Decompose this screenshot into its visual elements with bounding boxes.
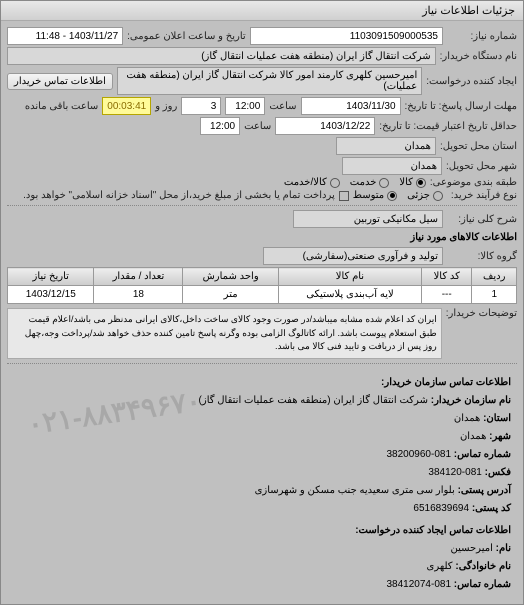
form-section: شماره نیاز: 1103091509000535 تاریخ و ساع… xyxy=(1,21,523,604)
general-label: شرح کلی نیاز: xyxy=(447,214,517,225)
col-name: نام کالا xyxy=(278,268,421,286)
cell-date: 1403/12/15 xyxy=(8,286,94,304)
cell-code: --- xyxy=(422,286,472,304)
items-title: اطلاعات کالاهای مورد نیاز xyxy=(7,232,517,243)
c-city-label: شهر: xyxy=(489,431,511,442)
col-date: تاریخ نیاز xyxy=(8,268,94,286)
request-no-field: 1103091509000535 xyxy=(250,27,443,45)
c-reqphone-value: 081-38412074 xyxy=(386,579,451,590)
req-title: اطلاعات تماس ایجاد کننده درخواست: xyxy=(355,525,511,536)
radio-small-label: جزئی xyxy=(407,190,430,201)
datetime-label: تاریخ و ساعت اعلان عمومی: xyxy=(127,31,246,42)
c-lastname-label: نام خانوادگی: xyxy=(455,561,511,572)
radio-goodservice-label: کالا/خدمت xyxy=(284,177,327,188)
header-bar: جزئیات اطلاعات نیاز xyxy=(1,1,523,21)
radio-small[interactable] xyxy=(433,191,443,201)
c-lastname-value: کلهری xyxy=(427,561,453,572)
c-fax-value: 081-384120 xyxy=(428,467,481,478)
days-remain-field: 3 xyxy=(181,97,221,115)
group-label: گروه کالا: xyxy=(447,251,517,262)
creator-label: ایجاد کننده درخواست: xyxy=(426,76,517,87)
datetime-field: 1403/11/27 - 11:48 xyxy=(7,27,123,45)
deadline-time-field: 12:00 xyxy=(225,97,265,115)
org-value: شرکت انتقال گاز ایران (منطقه هفت عملیات … xyxy=(199,395,428,406)
c-fax-label: فکس: xyxy=(485,467,511,478)
radio-service-label: خدمت xyxy=(350,177,377,188)
header-title: جزئیات اطلاعات نیاز xyxy=(422,5,515,17)
general-field: سیل مکانیکی توربین xyxy=(293,210,443,228)
c-province-label: استان: xyxy=(483,413,511,424)
c-address-value: بلوار سی متری سعیدیه جنب مسکن و شهرسازی xyxy=(255,485,455,496)
radio-medium-label: متوسط xyxy=(353,190,384,201)
deadline-date-field: 1403/11/30 xyxy=(301,97,401,115)
process-label: نوع فرآیند خرید: xyxy=(447,190,517,201)
radio-medium[interactable] xyxy=(387,191,397,201)
city-field: همدان xyxy=(342,157,442,175)
col-qty: تعداد / مقدار xyxy=(94,268,183,286)
contact-section: ۰۲۱-۸۸۳۴۹۶۷۰ اطلاعات تماس سازمان خریدار:… xyxy=(7,368,517,600)
group-field: تولید و فرآوری صنعتی(سفارشی) xyxy=(263,247,443,265)
divider-1 xyxy=(7,205,517,206)
divider-2 xyxy=(7,363,517,364)
radio-goods-label: کالا xyxy=(399,177,413,188)
creator-field: امیرحسین کلهری کارمند امور کالا شرکت انت… xyxy=(117,67,422,95)
c-phone-value: 081-38200960 xyxy=(386,449,451,460)
c-province-value: همدان xyxy=(454,413,480,424)
time-label-2: ساعت xyxy=(244,121,271,132)
cell-row: 1 xyxy=(472,286,517,304)
c-postal-value: 6516839694 xyxy=(413,503,469,514)
c-name-value: امیرحسین xyxy=(450,543,492,554)
hours-remain-field: 00:03:41 xyxy=(102,97,151,115)
c-reqphone-label: شماره تماس: xyxy=(454,579,511,590)
quote-time-field: 12:00 xyxy=(200,117,240,135)
main-container: جزئیات اطلاعات نیاز شماره نیاز: 11030915… xyxy=(0,0,524,605)
days-label: روز و xyxy=(155,101,177,112)
c-postal-label: کد پستی: xyxy=(472,503,511,514)
c-city-value: همدان xyxy=(460,431,486,442)
request-no-label: شماره نیاز: xyxy=(447,31,517,42)
city-label: شهر محل تحویل: xyxy=(446,161,517,172)
table-row[interactable]: 1 --- لایه آب‌بندی پلاستیکی متر 18 1403/… xyxy=(8,286,517,304)
cell-unit: متر xyxy=(183,286,279,304)
province-field: همدان xyxy=(336,137,436,155)
c-address-label: آدرس پستی: xyxy=(458,485,511,496)
time-label-1: ساعت xyxy=(269,101,296,112)
radio-goods[interactable] xyxy=(416,178,426,188)
quote-date-field: 1403/12/22 xyxy=(275,117,375,135)
table-header-row: ردیف کد کالا نام کالا واحد شمارش تعداد /… xyxy=(8,268,517,286)
c-name-label: نام: xyxy=(496,543,511,554)
contact-title: اطلاعات تماس سازمان خریدار: xyxy=(381,377,511,388)
quote-label: حداقل تاریخ اعتبار قیمت: تا تاریخ: xyxy=(379,121,517,132)
device-field: شرکت انتقال گاز ایران (منطقه هفت عملیات … xyxy=(7,47,436,65)
buyer-note-box: ایران کد اعلام شده مشابه میباشد/در صورت … xyxy=(7,308,442,359)
radio-service[interactable] xyxy=(379,178,389,188)
deadline-label: مهلت ارسال پاسخ: تا تاریخ: xyxy=(405,101,517,112)
process-note: پرداخت تمام یا بخشی از مبلغ خرید،از محل … xyxy=(23,190,335,201)
radio-goodservice[interactable] xyxy=(330,178,340,188)
classify-label: طبقه بندی موضوعی: xyxy=(430,177,517,188)
col-row: ردیف xyxy=(472,268,517,286)
province-label: استان محل تحویل: xyxy=(440,141,517,152)
cell-name: لایه آب‌بندی پلاستیکی xyxy=(278,286,421,304)
col-code: کد کالا xyxy=(422,268,472,286)
device-label: نام دستگاه خریدار: xyxy=(440,51,517,62)
org-label: نام سازمان خریدار: xyxy=(431,395,511,406)
classify-radio-group: کالا خدمت کالا/خدمت xyxy=(284,177,426,188)
buyer-note-label: توضیحات خریدار: xyxy=(446,308,517,319)
process-radio-group: جزئی متوسط xyxy=(353,190,443,201)
cell-qty: 18 xyxy=(94,286,183,304)
items-table: ردیف کد کالا نام کالا واحد شمارش تعداد /… xyxy=(7,267,517,304)
treasury-checkbox[interactable] xyxy=(339,191,349,201)
col-unit: واحد شمارش xyxy=(183,268,279,286)
hours-label: ساعت باقی مانده xyxy=(25,101,98,112)
c-phone-label: شماره تماس: xyxy=(454,449,511,460)
contact-buyer-button[interactable]: اطلاعات تماس خریدار xyxy=(7,73,113,90)
